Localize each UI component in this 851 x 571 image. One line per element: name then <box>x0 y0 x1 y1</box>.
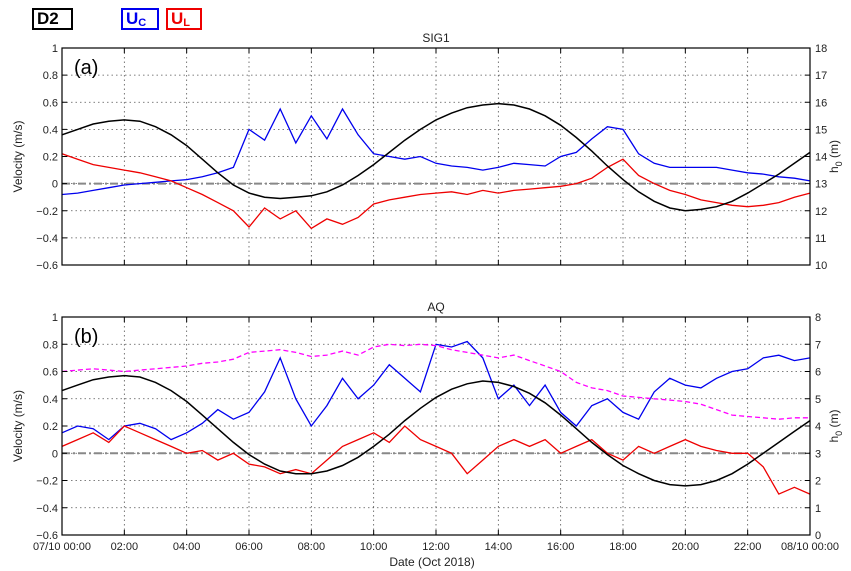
y2-axis-label: h0 (m) <box>827 140 844 173</box>
y-tick-label: −0.2 <box>36 476 58 488</box>
series-line-mag <box>61 343 810 420</box>
series-line-ul <box>61 153 811 230</box>
y-tick-label: 0.2 <box>43 152 58 164</box>
panel-a: −0.6 −0.4 −0.2 0 0.2 0.4 0.6 0.8 1 10 11 12 13 14 15 16… <box>11 31 844 272</box>
legend-site-box: D2 <box>32 8 73 30</box>
y2-tick-label: 12 <box>815 206 827 218</box>
x-tick-label: 14:00 <box>485 541 513 553</box>
y2-tick-label: 13 <box>815 179 827 191</box>
x-tick-label: 02:00 <box>111 541 139 553</box>
legend-ul-main: U <box>171 9 184 28</box>
y-tick-label: 0.4 <box>43 394 58 406</box>
x-tick-label: 22:00 <box>734 541 762 553</box>
legend-site-label: D2 <box>37 9 59 28</box>
y2-axis-label-unit: (m) <box>827 409 841 430</box>
x-tick-label: 18:00 <box>609 541 637 553</box>
series-line-h0 <box>61 102 811 212</box>
series-line-h0 <box>61 374 811 487</box>
legend-ul-box: UL <box>166 8 202 30</box>
y2-tick-label: 11 <box>815 233 826 245</box>
y-tick-label: 0.2 <box>43 421 58 433</box>
y-tick-label: −0.4 <box>36 503 58 515</box>
legend-uc-sub: C <box>138 17 147 29</box>
y2-tick-label: 2 <box>815 476 821 488</box>
y2-tick-label: 7 <box>815 339 821 351</box>
y2-tick-label: 5 <box>815 394 821 406</box>
x-tick-label: 06:00 <box>235 541 263 553</box>
y2-axis-label-unit: (m) <box>827 140 841 161</box>
panel-title: SIG1 <box>422 31 450 45</box>
x-tick-label: 20:00 <box>672 541 700 553</box>
y2-tick-label: 10 <box>815 260 827 272</box>
y-tick-label: 1 <box>52 312 58 324</box>
y-tick-label: −0.2 <box>36 206 58 218</box>
x-tick-label: 10:00 <box>360 541 388 553</box>
panel-label: (b) <box>74 326 98 348</box>
y-axis-label: Velocity (m/s) <box>11 390 25 462</box>
x-axis-label: Date (Oct 2018) <box>389 555 474 569</box>
y-tick-label: 0.8 <box>43 70 58 82</box>
x-tick-label: 16:00 <box>547 541 575 553</box>
legend-uc-box: UC <box>121 8 159 30</box>
y2-tick-label: 18 <box>815 43 827 55</box>
panel-b: −0.6 −0.4 −0.2 0 0.2 0.4 0.6 0.8 1 0 1 2 3 4 5 6 7 8 07/10… <box>11 300 844 553</box>
legend-uc-main: U <box>126 9 139 28</box>
y-axis-label: Velocity (m/s) <box>11 120 25 192</box>
panel-label: (a) <box>74 57 98 79</box>
x-tick-label: 07/10 00:00 <box>33 541 91 553</box>
y2-tick-label: 14 <box>815 152 827 164</box>
x-tick-label: 08/10 00:00 <box>781 541 839 553</box>
x-tick-label: 04:00 <box>173 541 201 553</box>
y-tick-label: −0.6 <box>36 260 58 272</box>
y-tick-label: −0.4 <box>36 233 58 245</box>
x-tick-label: 08:00 <box>298 541 326 553</box>
series-line-uc <box>61 340 811 441</box>
y-tick-label: 0.4 <box>43 124 58 136</box>
y2-tick-label: 4 <box>815 421 821 433</box>
y2-tick-label: 17 <box>815 70 827 82</box>
y2-tick-label: 15 <box>815 124 827 136</box>
y2-tick-label: 8 <box>815 312 821 324</box>
y-tick-label: 0 <box>52 448 58 460</box>
x-tick-label: 12:00 <box>422 541 450 553</box>
y-tick-label: −0.6 <box>36 530 58 542</box>
series-line-uc <box>61 107 811 196</box>
y2-axis-label-main: h <box>827 166 841 173</box>
y2-axis-label-main: h <box>827 436 841 443</box>
y2-axis-label: h0 (m) <box>827 409 844 442</box>
y-tick-label: 0.6 <box>43 367 58 379</box>
y2-axis-label-sub: 0 <box>834 431 844 436</box>
panel-title: AQ <box>427 300 444 314</box>
series-line-ul <box>61 425 811 495</box>
y-tick-label: 0 <box>52 179 58 191</box>
y2-axis-label-sub: 0 <box>834 161 844 166</box>
legend-ul-sub: L <box>183 17 191 29</box>
y-tick-label: 0.8 <box>43 339 58 351</box>
y2-tick-label: 16 <box>815 97 827 109</box>
y-tick-label: 0.6 <box>43 97 58 109</box>
y2-tick-label: 0 <box>815 530 821 542</box>
y-tick-label: 1 <box>52 43 58 55</box>
y2-tick-label: 3 <box>815 448 821 460</box>
y2-tick-label: 6 <box>815 367 821 379</box>
y2-tick-label: 1 <box>815 503 821 515</box>
